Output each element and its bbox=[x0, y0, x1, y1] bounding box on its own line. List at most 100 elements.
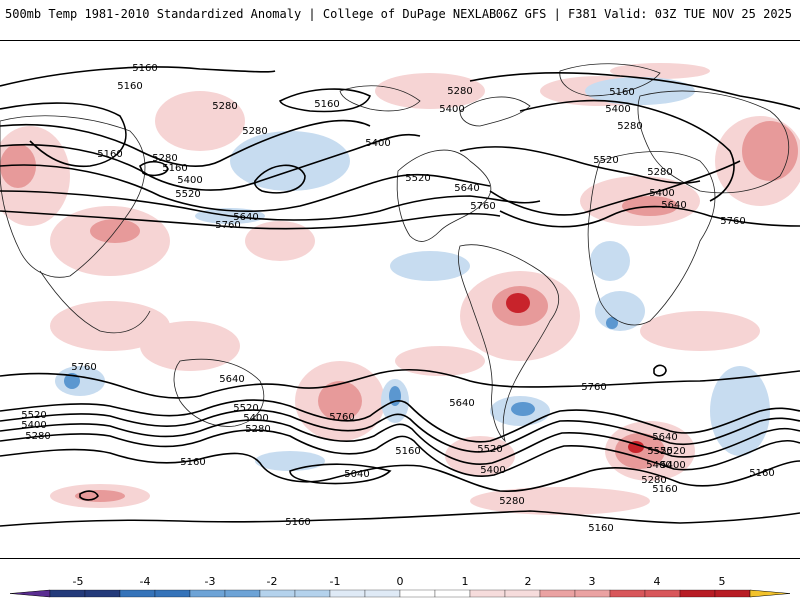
colorbar-min-arrow bbox=[9, 589, 51, 598]
contour-label: 5520 bbox=[593, 155, 618, 166]
colorbar-segment bbox=[84, 589, 121, 598]
colorbar-max-arrow bbox=[749, 589, 791, 598]
contour-label: 5160 bbox=[132, 63, 157, 74]
coastlines bbox=[0, 63, 789, 443]
colorbar-segment bbox=[714, 589, 751, 598]
contour-label: 5400 bbox=[177, 175, 202, 186]
height-contours bbox=[0, 66, 800, 527]
colorbar-segment bbox=[679, 589, 716, 598]
colorbar-segment bbox=[119, 589, 156, 598]
contour-label: 5160 bbox=[652, 484, 677, 495]
colorbar: -5 -4 -3 -2 -1 0 1 2 3 4 5 bbox=[0, 560, 800, 600]
very-strong-warm-anomaly-areas bbox=[506, 293, 644, 453]
contour-label: 5400 bbox=[646, 460, 671, 471]
contour-label: 5160 bbox=[97, 149, 122, 160]
contour-label: 5280 bbox=[212, 101, 237, 112]
colorbar-tick-label: 5 bbox=[718, 575, 726, 588]
contour-label: 5400 bbox=[480, 465, 505, 476]
anomaly-map: 5160 5160 5160 5280 5280 5160 5280 5400 … bbox=[0, 40, 800, 559]
contour-label: 5520 bbox=[21, 410, 46, 421]
contour-label: 5760 bbox=[470, 201, 495, 212]
colorbar-tick-label: -3 bbox=[204, 575, 216, 588]
contour-label: 5400 bbox=[21, 420, 46, 431]
contour-label: 5640 bbox=[661, 200, 686, 211]
contour-label: 5520 bbox=[660, 446, 685, 457]
colorbar-segment bbox=[154, 589, 191, 598]
map-canvas: 5160 5160 5160 5280 5280 5160 5280 5400 … bbox=[0, 63, 800, 534]
map-title: 500mb Temp 1981-2010 Standardized Anomal… bbox=[5, 7, 497, 21]
model-run-info: 06Z GFS | F381 Valid: 03Z TUE NOV 25 202… bbox=[495, 7, 792, 21]
colorbar-segments bbox=[9, 589, 791, 598]
colorbar-segment bbox=[259, 589, 296, 598]
header: 500mb Temp 1981-2010 Standardized Anomal… bbox=[0, 0, 800, 40]
contour-label: 5160 bbox=[314, 99, 339, 110]
contour-label: 5160 bbox=[588, 523, 613, 534]
strong-warm-anomaly-areas bbox=[0, 121, 798, 502]
contour-label: 5160 bbox=[749, 468, 774, 479]
contour-label: 5640 bbox=[219, 374, 244, 385]
contour-label: 5280 bbox=[641, 475, 666, 486]
contour-label: 5280 bbox=[245, 424, 270, 435]
contour-label: 5640 bbox=[449, 398, 474, 409]
colorbar-segment bbox=[434, 589, 471, 598]
colorbar-tick-label: -5 bbox=[72, 575, 84, 588]
colorbar-tick-label: -1 bbox=[329, 575, 341, 588]
colorbar-tick-label: 3 bbox=[588, 575, 596, 588]
contour-label: 5160 bbox=[395, 446, 420, 457]
colorbar-segment bbox=[469, 589, 506, 598]
contour-label: 5160 bbox=[117, 81, 142, 92]
colorbar-segment bbox=[49, 589, 86, 598]
contour-label: 5400 bbox=[660, 460, 685, 471]
contour-label: 5760 bbox=[329, 412, 354, 423]
contour-label: 5400 bbox=[649, 188, 674, 199]
colorbar-tick-label: 0 bbox=[396, 575, 404, 588]
colorbar-scale bbox=[9, 589, 791, 598]
contour-label: 5160 bbox=[285, 517, 310, 528]
contour-label: 5280 bbox=[647, 167, 672, 178]
contour-label: 5520 bbox=[405, 173, 430, 184]
contour-label: 5280 bbox=[499, 496, 524, 507]
colorbar-tick-label: -4 bbox=[139, 575, 151, 588]
colorbar-segment bbox=[609, 589, 646, 598]
colorbar-segment bbox=[399, 589, 436, 598]
contour-label: 5280 bbox=[25, 431, 50, 442]
contour-label: 5640 bbox=[454, 183, 479, 194]
contour-label: 5760 bbox=[215, 220, 240, 231]
colorbar-tick-label: 4 bbox=[653, 575, 661, 588]
colorbar-tick-label: 2 bbox=[524, 575, 532, 588]
colorbar-segment bbox=[329, 589, 366, 598]
contour-label: 5400 bbox=[439, 104, 464, 115]
contour-label: 5400 bbox=[605, 104, 630, 115]
contour-labels: 5160 5160 5160 5280 5280 5160 5280 5400 … bbox=[21, 63, 774, 534]
contour-label: 5760 bbox=[720, 216, 745, 227]
contour-label: 5640 bbox=[233, 212, 258, 223]
contour-label: 5160 bbox=[609, 87, 634, 98]
contour-label: 5160 bbox=[162, 163, 187, 174]
contour-label: 5520 bbox=[647, 446, 672, 457]
contour-label: 5400 bbox=[243, 413, 268, 424]
contour-label: 5280 bbox=[152, 153, 177, 164]
colorbar-segment bbox=[539, 589, 576, 598]
contour-label: 5520 bbox=[233, 403, 258, 414]
contour-label: 5760 bbox=[581, 382, 606, 393]
contour-label: 5520 bbox=[477, 444, 502, 455]
contour-label: 5640 bbox=[652, 432, 677, 443]
colorbar-segment bbox=[189, 589, 226, 598]
colorbar-tick-label: -2 bbox=[266, 575, 278, 588]
colorbar-segment bbox=[364, 589, 401, 598]
colorbar-segment bbox=[644, 589, 681, 598]
contour-label: 5160 bbox=[180, 457, 205, 468]
contour-label: 5280 bbox=[242, 126, 267, 137]
colorbar-segment bbox=[574, 589, 611, 598]
colorbar-segment bbox=[224, 589, 261, 598]
colorbar-segment bbox=[294, 589, 331, 598]
contour-label: 5280 bbox=[617, 121, 642, 132]
strong-cool-anomaly-areas bbox=[64, 317, 618, 416]
contour-label: 5280 bbox=[447, 86, 472, 97]
colorbar-segment bbox=[504, 589, 541, 598]
contour-label: 5760 bbox=[71, 362, 96, 373]
colorbar-tick-label: 1 bbox=[461, 575, 469, 588]
contour-label: 5400 bbox=[365, 138, 390, 149]
contour-label: 5040 bbox=[344, 469, 369, 480]
contour-label: 5520 bbox=[175, 189, 200, 200]
